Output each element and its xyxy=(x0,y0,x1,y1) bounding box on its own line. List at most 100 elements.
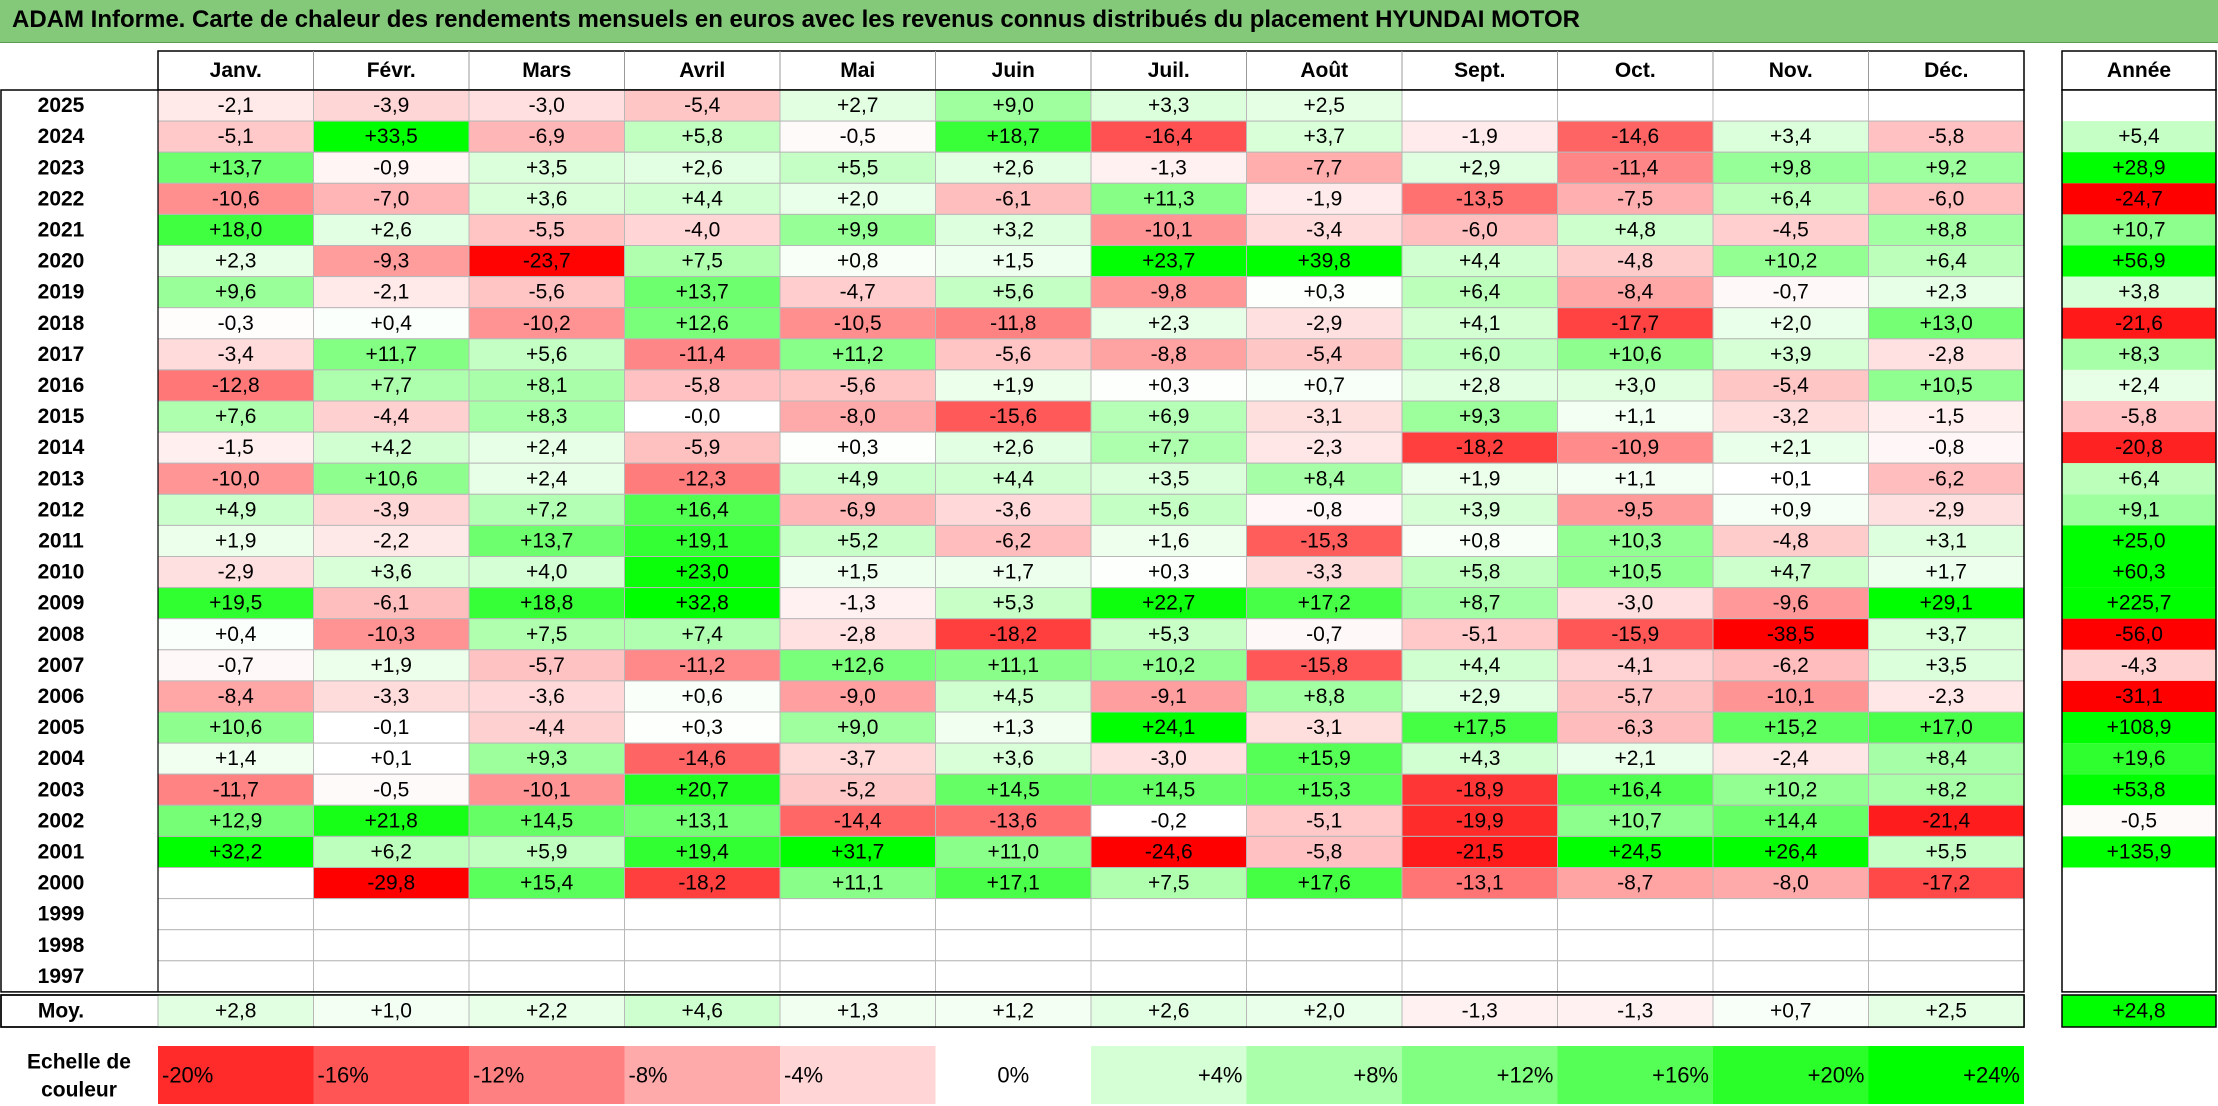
cell-value: -3,1 xyxy=(1306,716,1342,739)
cell-value: -5,6 xyxy=(840,374,876,397)
row-2022: 2022 -10,6 -7,0 +3,6 +4,4 +2,0 -6,1 +11,3 -1,9 -1… xyxy=(38,182,2216,215)
average-value: -1,3 xyxy=(1617,1000,1653,1023)
cell-value: +2,1 xyxy=(1770,436,1811,459)
cell-value: +1,9 xyxy=(1459,467,1500,490)
heat-cell xyxy=(468,835,625,869)
heat-cell xyxy=(935,960,1092,993)
cell-value: +3,7 xyxy=(1926,623,1967,646)
cell-value: +13,7 xyxy=(676,281,729,304)
year-total-value: -24,7 xyxy=(2115,187,2163,210)
heat-cell xyxy=(468,182,625,215)
cell-value: -5,6 xyxy=(529,281,565,304)
heat-cell xyxy=(1401,556,1558,589)
cell-value: +9,6 xyxy=(215,281,256,304)
cell-value: -5,1 xyxy=(218,125,254,148)
cell-value: +1,1 xyxy=(1615,405,1656,428)
cell-value: +0,7 xyxy=(1304,374,1345,397)
average-value: -1,3 xyxy=(1462,1000,1498,1023)
year-total-value: -0,5 xyxy=(2121,809,2157,832)
cell-value: +2,9 xyxy=(1459,685,1500,708)
cell-value: +11,1 xyxy=(832,872,884,895)
cell-value: +2,9 xyxy=(1459,156,1500,179)
row-label: 2007 xyxy=(38,654,85,677)
cell-value: +10,6 xyxy=(1609,343,1662,366)
cell-value: +0,3 xyxy=(837,436,878,459)
average-cell xyxy=(1868,994,2025,1028)
heat-cell xyxy=(313,804,470,837)
year-total-cell xyxy=(2062,649,2216,681)
scale-label: -20% xyxy=(162,1063,213,1088)
cell-value: -15,6 xyxy=(989,405,1037,428)
cell-value: -3,0 xyxy=(1617,592,1653,615)
cell-value: -6,1 xyxy=(995,187,1031,210)
cell-value: -4,5 xyxy=(1773,218,1809,241)
cell-value: -19,9 xyxy=(1456,809,1504,832)
cell-value: -5,8 xyxy=(1928,125,1964,148)
average-cell xyxy=(935,994,1092,1028)
year-total-cell xyxy=(2062,401,2216,433)
scale-label: 0% xyxy=(997,1063,1029,1088)
heat-cell xyxy=(157,898,314,931)
cell-value: +2,7 xyxy=(837,94,878,117)
heat-cell xyxy=(313,556,470,589)
year-total-cell xyxy=(2062,898,2216,930)
row-label: 2024 xyxy=(38,125,85,148)
heat-cell xyxy=(1401,276,1558,309)
cell-value: +15,9 xyxy=(1298,747,1351,770)
cell-value: +10,2 xyxy=(1142,654,1195,677)
row-label: 2020 xyxy=(38,250,85,273)
heat-cell xyxy=(1557,867,1714,900)
cell-value: +2,0 xyxy=(1770,312,1811,335)
heat-cell xyxy=(624,338,781,371)
cell-value: +0,3 xyxy=(682,716,723,739)
cell-value: -10,5 xyxy=(834,312,882,335)
cell-value: -10,2 xyxy=(523,312,571,335)
heat-cell xyxy=(1401,649,1558,682)
heat-cell xyxy=(624,835,781,869)
year-total-value: +8,3 xyxy=(2118,343,2159,366)
cell-value: -10,1 xyxy=(523,778,571,801)
cell-value: +17,1 xyxy=(987,872,1040,895)
cell-value: -10,9 xyxy=(1611,436,1659,459)
cell-value: +2,4 xyxy=(526,467,568,490)
cell-value: +4,9 xyxy=(215,498,256,521)
cell-value: +17,5 xyxy=(1453,716,1506,739)
scale-swatch xyxy=(469,1046,625,1104)
heat-cell xyxy=(1090,338,1247,371)
cell-value: +3,3 xyxy=(1148,94,1189,117)
month-header-7: Août xyxy=(1300,59,1348,82)
heat-cell xyxy=(468,151,625,184)
cell-value: -3,1 xyxy=(1306,405,1342,428)
row-label: 2015 xyxy=(38,405,85,428)
heat-cell xyxy=(624,742,781,775)
cell-value: +24,1 xyxy=(1142,716,1195,739)
month-header-9: Oct. xyxy=(1615,59,1656,82)
row-2017: 2017 -3,4 +11,7 +5,6 -11,4 +11,2 -5,6 -8,8 -5,4 +… xyxy=(38,338,2216,371)
heat-cell xyxy=(1246,462,1403,495)
average-value: +2,2 xyxy=(526,1000,567,1023)
cell-value: -0,8 xyxy=(1306,498,1342,521)
cell-value: +0,1 xyxy=(1770,467,1811,490)
heat-cell xyxy=(935,587,1092,620)
cell-value: +10,5 xyxy=(1920,374,1973,397)
average-value: +1,0 xyxy=(371,1000,412,1023)
heat-cell xyxy=(1401,431,1558,464)
cell-value: -2,8 xyxy=(1928,343,1964,366)
heat-cell xyxy=(1557,307,1714,340)
row-2016: 2016 -12,8 +7,7 +8,1 -5,8 -5,6 +1,9 +0,3 +0,7 +2,… xyxy=(38,369,2216,402)
heat-cell xyxy=(157,213,314,246)
cell-value: -10,1 xyxy=(1145,218,1193,241)
heat-cell xyxy=(1868,556,2025,589)
cell-value: -9,6 xyxy=(1773,592,1809,615)
heat-cell xyxy=(157,369,314,402)
heat-cell xyxy=(779,929,936,962)
scale-swatch xyxy=(1557,1046,1713,1104)
scale-swatch xyxy=(1713,1046,1869,1104)
cell-value: -3,7 xyxy=(840,747,876,770)
cell-value: -5,6 xyxy=(995,343,1031,366)
heat-cell xyxy=(1401,711,1558,744)
heat-cell xyxy=(1246,245,1403,278)
cell-value: +5,5 xyxy=(1926,840,1967,863)
heat-cell xyxy=(1868,431,2025,464)
cell-value: +39,8 xyxy=(1298,250,1351,273)
